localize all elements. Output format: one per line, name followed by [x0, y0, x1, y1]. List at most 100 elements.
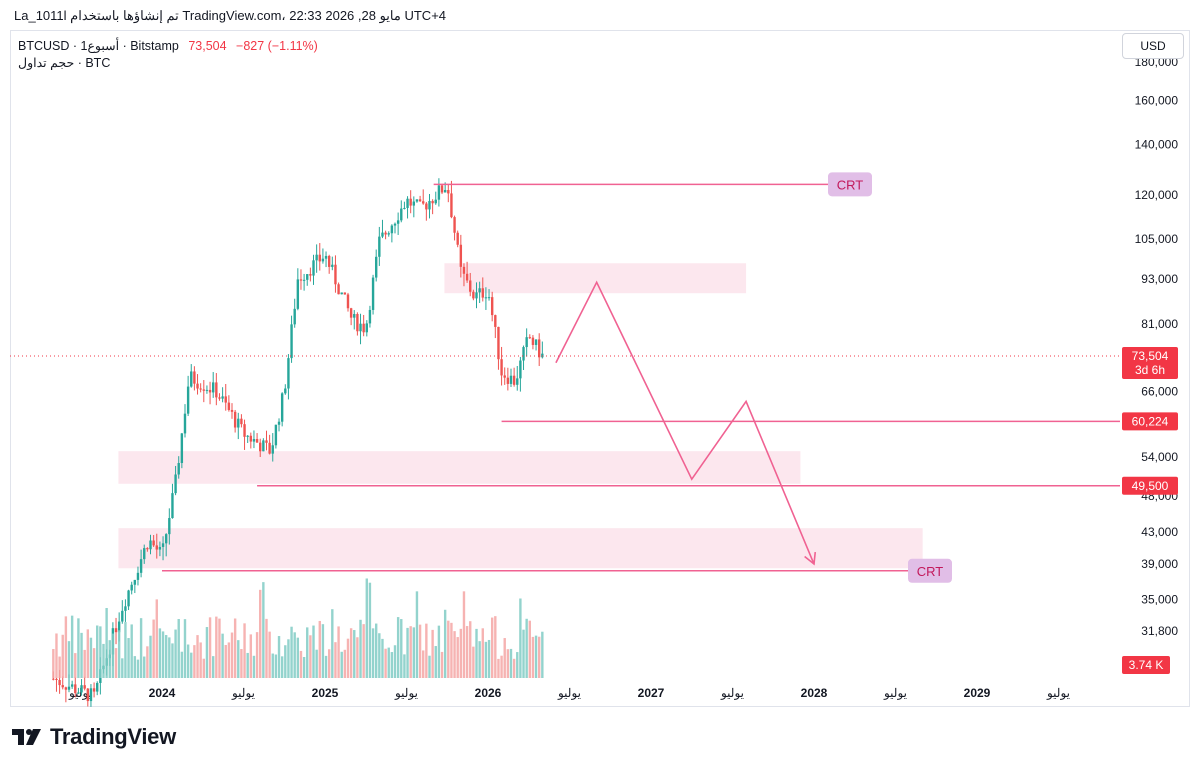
candle-body: [519, 360, 522, 379]
candle-body: [309, 274, 312, 276]
volume-bar: [396, 617, 400, 678]
candle-body: [365, 323, 368, 333]
volume-legend[interactable]: حجم تداول · BTC: [18, 56, 111, 70]
volume-bar: [403, 654, 406, 678]
volume-bar: [509, 648, 513, 678]
crt-label: CRT: [917, 564, 944, 579]
volume-bar: [497, 658, 500, 678]
candle-body: [509, 375, 513, 384]
volume-bar: [494, 616, 497, 678]
volume-bar: [346, 638, 350, 678]
volume-bar: [52, 649, 55, 678]
candle-body: [315, 254, 318, 261]
volume-bar: [425, 623, 428, 678]
candle-body: [171, 493, 174, 519]
candle-body: [211, 382, 215, 393]
volume-bar: [390, 652, 394, 678]
level-price-label: 60,224: [1132, 414, 1169, 428]
supply-demand-zone: [444, 263, 747, 294]
candle-body: [240, 418, 243, 425]
volume-bar: [450, 622, 453, 678]
volume-bar: [409, 626, 412, 678]
candle-body: [70, 684, 74, 687]
volume-bar: [124, 622, 127, 678]
candle-body: [434, 199, 437, 204]
volume-bar: [472, 646, 475, 678]
current-price-label: 73,504: [1132, 349, 1169, 363]
candle-body: [425, 203, 428, 210]
volume-bar: [86, 629, 90, 678]
candle-body: [516, 378, 519, 385]
volume-bar: [202, 658, 205, 678]
volume-bar: [321, 624, 325, 678]
volume-bar: [230, 632, 234, 678]
candle-body: [306, 274, 309, 280]
candle-body: [462, 266, 466, 274]
candle-body: [418, 199, 422, 202]
x-tick-label: 2025: [312, 686, 339, 700]
projection-path: [555, 280, 815, 565]
candle-body: [331, 264, 334, 267]
last-price: 73,504: [188, 39, 227, 53]
candle-body: [252, 439, 256, 442]
candle-body: [199, 388, 202, 390]
candle-body: [55, 678, 58, 680]
volume-group: [52, 578, 544, 678]
candle-body: [177, 463, 180, 475]
volume-bar: [77, 618, 80, 678]
volume-bar: [143, 656, 146, 678]
candle-body: [174, 474, 177, 494]
volume-bar: [252, 655, 256, 678]
candle-body: [224, 396, 227, 403]
volume-bar: [302, 656, 306, 678]
volume-bar: [249, 634, 253, 678]
volume-bar: [218, 618, 221, 678]
candle-body: [497, 326, 500, 360]
candle-body: [362, 323, 365, 333]
volume-bar: [541, 631, 544, 678]
volume-bar: [318, 620, 321, 678]
candle-body: [541, 353, 544, 358]
currency-button[interactable]: USD: [1122, 33, 1184, 59]
candle-body: [262, 440, 265, 452]
y-tick-label: 31,800: [1141, 624, 1178, 638]
x-tick-label: يوليو: [68, 686, 92, 700]
x-tick-label: يوليو: [557, 686, 581, 700]
brand-name: TradingView: [50, 724, 176, 749]
candle-body: [393, 223, 397, 226]
volume-bar: [227, 642, 231, 678]
y-tick-label: 105,000: [1135, 232, 1179, 246]
candle-body: [334, 264, 337, 285]
candle-body: [190, 371, 193, 387]
volume-bar: [528, 620, 531, 678]
candle-body: [346, 294, 350, 309]
candle-body: [531, 337, 535, 345]
candle-body: [390, 225, 394, 234]
candle-body: [337, 284, 340, 295]
volume-bar: [74, 653, 77, 678]
volume-bar: [437, 625, 441, 678]
candle-body: [117, 621, 121, 633]
candle-body: [67, 686, 71, 690]
volume-bar: [296, 637, 300, 678]
volume-bar: [117, 630, 121, 678]
candle-body: [221, 396, 224, 399]
candle-body: [378, 236, 381, 257]
symbol-info[interactable]: BTCUSD · 1أسبوع · Bitstamp: [18, 39, 179, 53]
volume-bar: [400, 619, 403, 678]
volume-bar: [378, 633, 381, 678]
candle-body: [415, 199, 419, 202]
volume-bar: [152, 619, 155, 678]
candle-body: [299, 279, 303, 281]
candle-body: [227, 402, 231, 410]
candle-body: [271, 445, 274, 454]
y-tick-label: 54,000: [1141, 450, 1178, 464]
volume-bar: [287, 639, 290, 678]
volume-bar: [349, 628, 353, 678]
candle-body: [133, 579, 137, 585]
candle-body: [500, 359, 503, 376]
volume-bar: [315, 649, 318, 678]
candle-body: [403, 207, 406, 209]
volume-bar: [243, 623, 246, 678]
